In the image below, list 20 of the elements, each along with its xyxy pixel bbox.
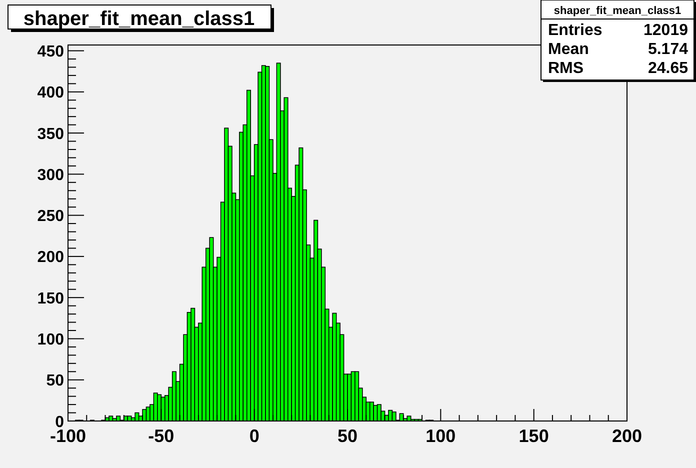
text: shaper_fit_mean_class1 (554, 5, 682, 17)
text: RMS 24.65 (548, 60, 688, 77)
chart-title: shaper_fit_mean_class1 (23, 8, 255, 30)
text: Entries 12019 (548, 22, 688, 39)
text: Mean 5.174 (548, 41, 688, 58)
y-tick-label: 350 (37, 126, 64, 143)
x-tick-label: 0 (249, 426, 260, 446)
y-tick-label: 450 (37, 44, 64, 61)
y-tick-label: 400 (37, 84, 64, 102)
x-tick-label: 100 (426, 426, 456, 446)
x-tick-label: 150 (518, 426, 549, 446)
x-tick-label: -50 (148, 426, 174, 446)
y-tick-label: 200 (37, 249, 64, 266)
x-tick-label: 50 (337, 426, 358, 446)
y-tick-label: 150 (37, 290, 64, 308)
y-tick-label: 50 (46, 372, 64, 390)
y-tick-label: 250 (37, 208, 64, 226)
x-tick-label: 200 (612, 426, 642, 446)
y-tick-label: 100 (37, 331, 64, 348)
y-tick-label: 300 (37, 166, 64, 184)
